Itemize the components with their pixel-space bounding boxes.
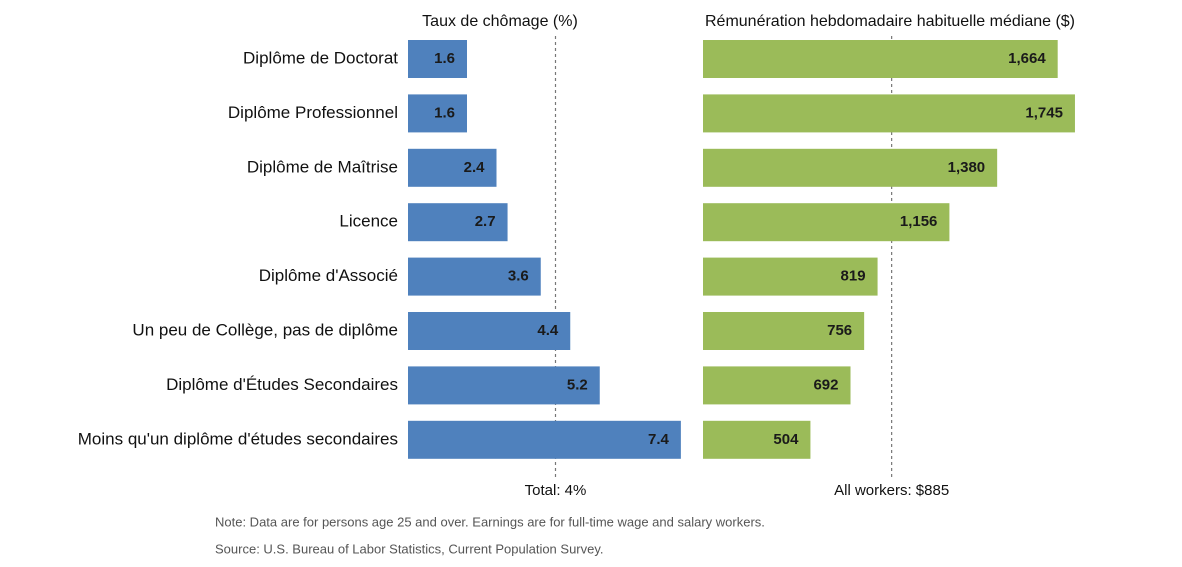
bar <box>703 257 878 296</box>
value-label: 1,380 <box>948 159 986 176</box>
note: Note: Data are for persons age 25 and ov… <box>215 514 765 529</box>
bar <box>408 203 508 242</box>
value-label: 1.6 <box>434 50 455 67</box>
value-label: 819 <box>841 268 866 285</box>
bar <box>703 312 865 350</box>
value-label: 2.4 <box>464 159 486 176</box>
bar <box>703 203 950 242</box>
bar <box>408 312 571 350</box>
bar <box>703 40 1058 78</box>
value-label: 5.2 <box>567 376 588 393</box>
category-label: Diplôme de Maîtrise <box>247 157 398 176</box>
bar <box>408 40 467 78</box>
category-label: Diplôme d'Associé <box>259 266 398 285</box>
value-label: 1,745 <box>1025 104 1063 121</box>
category-label: Diplôme Professionnel <box>228 103 398 122</box>
category-label: Moins qu'un diplôme d'études secondaires <box>78 429 398 448</box>
category-label: Diplôme d'Études Secondaires <box>166 375 398 394</box>
bar <box>408 257 541 296</box>
value-label: 1,156 <box>900 213 938 230</box>
category-label: Diplôme de Doctorat <box>243 48 398 67</box>
bar <box>703 366 851 405</box>
value-label: 2.7 <box>475 213 496 230</box>
category-label: Licence <box>339 212 398 231</box>
bar <box>703 420 811 459</box>
value-label: 1,664 <box>1008 50 1046 67</box>
source: Source: U.S. Bureau of Labor Statistics,… <box>215 541 604 556</box>
value-label: 4.4 <box>537 322 559 339</box>
value-label: 692 <box>813 376 838 393</box>
reference-label: All workers: $885 <box>834 482 949 499</box>
bar <box>408 148 497 187</box>
bar <box>408 366 600 405</box>
value-label: 504 <box>773 431 799 448</box>
bar <box>703 94 1075 133</box>
bar <box>408 420 681 459</box>
value-label: 3.6 <box>508 268 529 285</box>
value-label: 1.6 <box>434 104 455 121</box>
bar <box>408 94 467 133</box>
value-label: 756 <box>827 322 852 339</box>
category-label: Un peu de Collège, pas de diplôme <box>132 320 398 339</box>
value-label: 7.4 <box>648 431 670 448</box>
right-title: Rémunération hebdomadaire habituelle méd… <box>705 13 1075 30</box>
reference-label: Total: 4% <box>525 482 587 499</box>
left-title: Taux de chômage (%) <box>422 13 578 30</box>
bar <box>703 148 998 187</box>
